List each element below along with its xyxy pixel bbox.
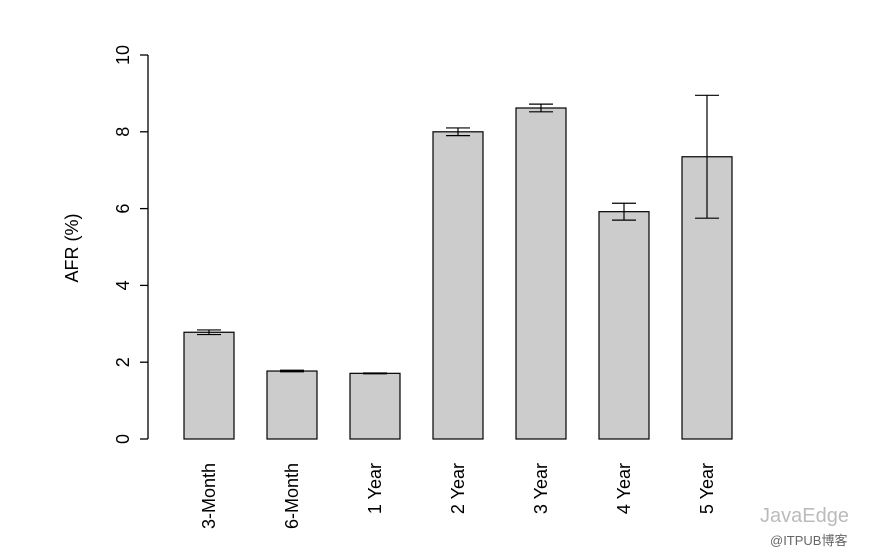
y-tick-label: 2	[113, 357, 133, 367]
y-tick-label: 10	[113, 45, 133, 65]
x-tick-label: 2 Year	[448, 463, 468, 514]
y-tick-label: 6	[113, 204, 133, 214]
bar	[183, 331, 235, 440]
bar	[432, 131, 484, 440]
x-tick-label: 4 Year	[614, 463, 634, 514]
x-tick-label: 3-Month	[199, 463, 219, 529]
y-tick-label: 0	[113, 434, 133, 444]
x-tick-label: 3 Year	[531, 463, 551, 514]
bar	[349, 372, 401, 440]
bar	[598, 211, 650, 440]
watermark-name: JavaEdge	[760, 505, 849, 527]
y-axis-label: AFR (%)	[62, 214, 82, 283]
x-tick-label: 5 Year	[697, 463, 717, 514]
x-tick-label: 1 Year	[365, 463, 385, 514]
x-tick-label: 6-Month	[282, 463, 302, 529]
bar	[515, 107, 567, 440]
watermark-source: @ITPUB博客	[770, 533, 847, 548]
bar	[266, 370, 318, 440]
y-tick-label: 8	[113, 127, 133, 137]
y-tick-label: 4	[113, 280, 133, 290]
